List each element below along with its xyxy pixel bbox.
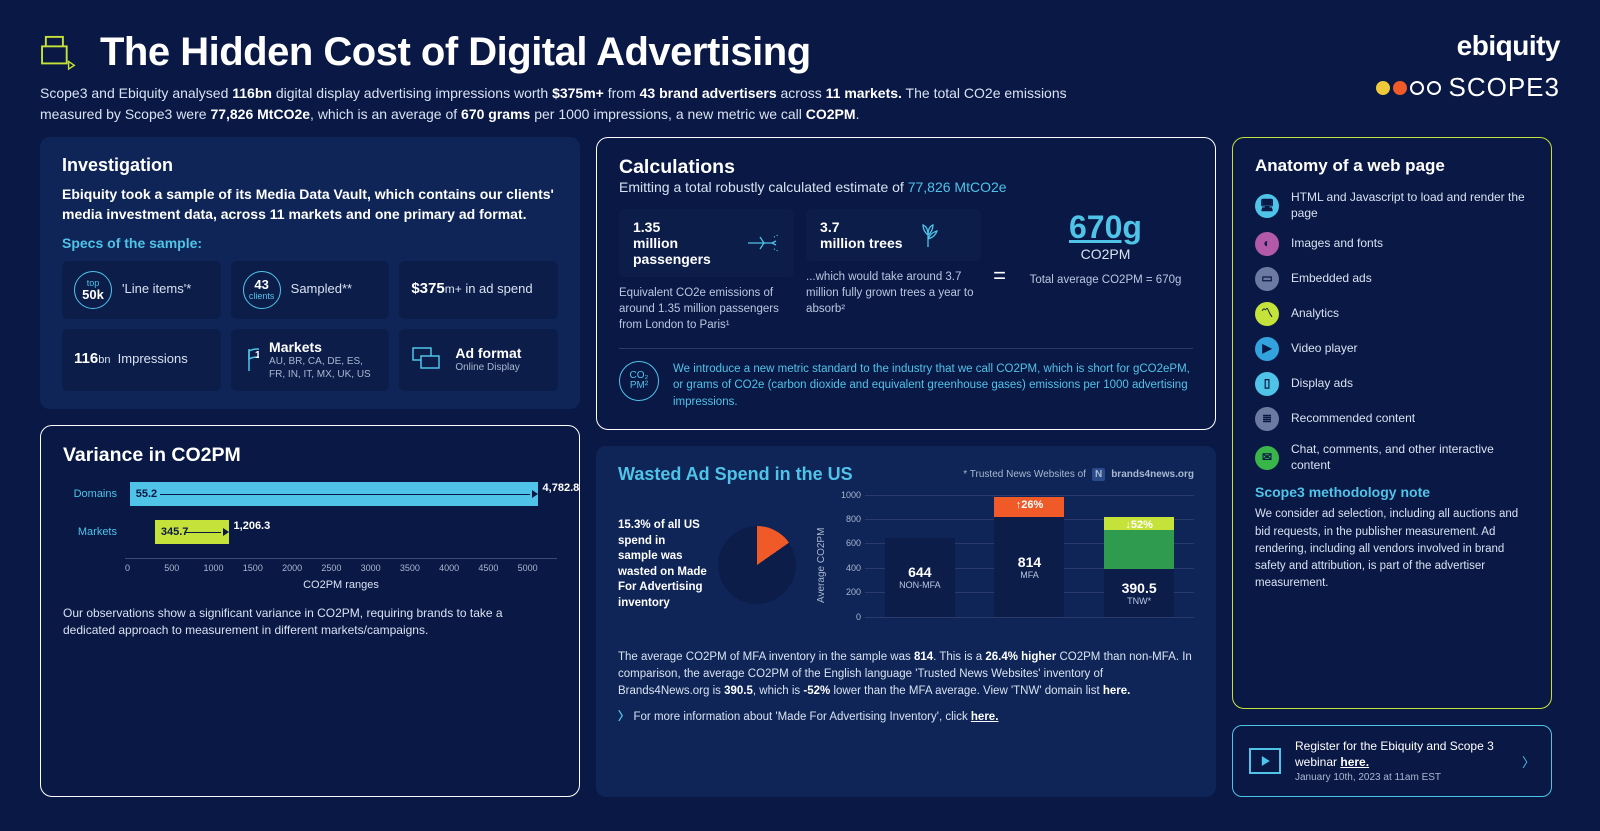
calc-item: 3.7million trees...which would take arou… <box>806 209 981 317</box>
logo-ebiquity: ebiquity <box>1376 30 1561 62</box>
calc-item: 1.35million passengersEquivalent CO2e em… <box>619 209 794 334</box>
calculations-title: Calculations <box>619 156 1193 179</box>
calculations-panel: Calculations Emitting a total robustly c… <box>596 137 1216 430</box>
wasted-pie-section: 15.3% of all US spend in sample was wast… <box>618 495 798 635</box>
bar-item: 644NON-MFA <box>885 538 955 617</box>
calculations-row: 1.35million passengersEquivalent CO2e em… <box>619 209 1193 334</box>
flag-icon: 11 <box>243 345 259 375</box>
investigation-panel: Investigation Ebiquity took a sample of … <box>40 137 580 409</box>
logos: ebiquity SCOPE3 <box>1376 30 1561 103</box>
spec-card: $375m+ in ad spend <box>399 261 558 319</box>
calculations-subtitle: Emitting a total robustly calculated est… <box>619 179 1193 195</box>
wasted-title: Wasted Ad Spend in the US <box>618 464 853 485</box>
trusted-note: * Trusted News Websites of N brands4news… <box>963 468 1194 481</box>
investigation-title: Investigation <box>62 155 558 176</box>
anatomy-item-icon: ▯ <box>1255 372 1279 396</box>
intro-text: Scope3 and Ebiquity analysed 116bn digit… <box>40 83 1090 125</box>
anatomy-item: 〽Analytics <box>1255 302 1529 326</box>
pie-chart-icon <box>718 526 796 604</box>
anatomy-item: ▶Video player <box>1255 337 1529 361</box>
anatomy-item-icon: 〽 <box>1255 302 1279 326</box>
co2pm-badge-icon: CO₂ PM² <box>619 361 659 401</box>
anatomy-item: ◐Images and fonts <box>1255 232 1529 256</box>
anatomy-item-icon: ▶ <box>1255 337 1279 361</box>
anatomy-item-icon: ≣ <box>1255 407 1279 431</box>
spec-card: 11MarketsAU, BR, CA, DE, ES, FR, IN, IT,… <box>231 329 390 392</box>
anatomy-item-icon: ✉ <box>1255 446 1279 470</box>
spec-grid: top50k'Line items'*43clientsSampled**$37… <box>62 261 558 392</box>
wasted-panel: Wasted Ad Spend in the US * Trusted News… <box>596 446 1216 797</box>
wasted-paragraph: The average CO2PM of MFA inventory in th… <box>618 649 1194 701</box>
header: The Hidden Cost of Digital Advertising S… <box>40 30 1560 125</box>
ad-format-icon <box>411 346 445 374</box>
variance-title: Variance in CO2PM <box>63 444 557 467</box>
method-title: Scope3 methodology note <box>1255 484 1529 500</box>
webinar-text: Register for the Ebiquity and Scope 3 we… <box>1295 738 1508 770</box>
specs-label: Specs of the sample: <box>62 235 558 251</box>
spec-card: top50k'Line items'* <box>62 261 221 319</box>
anatomy-item: ✉Chat, comments, and other interactive c… <box>1255 442 1529 473</box>
logo-scope3: SCOPE3 <box>1376 72 1561 103</box>
variance-chart: Domains 55.2 4,782.8 Markets 345.7 1,206… <box>63 482 557 544</box>
webinar-cta[interactable]: Register for the Ebiquity and Scope 3 we… <box>1232 725 1552 797</box>
anatomy-item: 🖥HTML and Javascript to load and render … <box>1255 190 1529 221</box>
anatomy-list: 🖥HTML and Javascript to load and render … <box>1255 190 1529 473</box>
investigation-subtitle: Ebiquity took a sample of its Media Data… <box>62 184 558 225</box>
calculations-footnote: CO₂ PM² We introduce a new metric standa… <box>619 348 1193 411</box>
anatomy-item-icon: ◐ <box>1255 232 1279 256</box>
wasted-bar-section: Average CO2PM 02004006008001000 644NON-M… <box>816 495 1194 635</box>
variance-xlabel: CO2PM ranges <box>125 579 557 591</box>
wasted-link[interactable]: 〉For more information about 'Made For Ad… <box>618 708 1194 724</box>
anatomy-item: ▯Display ads <box>1255 372 1529 396</box>
variance-panel: Variance in CO2PM Domains 55.2 4,782.8 M… <box>40 425 580 797</box>
svg-text:11: 11 <box>255 350 259 361</box>
anatomy-item: ≣Recommended content <box>1255 407 1529 431</box>
bar-chart: 02004006008001000 644NON-MFA↑26% 814MFA↓… <box>837 495 1194 635</box>
variance-note: Our observations show a significant vari… <box>63 605 557 639</box>
title-icon <box>40 35 82 71</box>
variance-xaxis: 0500100015002000250030003500400045005000 <box>125 558 557 573</box>
spec-card: 116bn Impressions <box>62 329 221 392</box>
bar-item: ↑26% 814MFA <box>994 497 1064 617</box>
anatomy-item: ▭Embedded ads <box>1255 267 1529 291</box>
method-text: We consider ad selection, including all … <box>1255 506 1529 592</box>
webinar-play-icon <box>1249 748 1281 774</box>
spec-card: 43clientsSampled** <box>231 261 390 319</box>
chevron-right-icon: 〉 <box>1522 752 1535 771</box>
anatomy-item-icon: ▭ <box>1255 267 1279 291</box>
anatomy-item-icon: 🖥 <box>1255 194 1279 218</box>
webinar-date: January 10th, 2023 at 11am EST <box>1295 771 1508 785</box>
bar-item: ↓52% 390.5TNW* <box>1104 517 1174 616</box>
page-title: The Hidden Cost of Digital Advertising <box>100 30 811 75</box>
spec-card: Ad formatOnline Display <box>399 329 558 392</box>
anatomy-title: Anatomy of a web page <box>1255 156 1529 176</box>
anatomy-panel: Anatomy of a web page 🖥HTML and Javascri… <box>1232 137 1552 709</box>
